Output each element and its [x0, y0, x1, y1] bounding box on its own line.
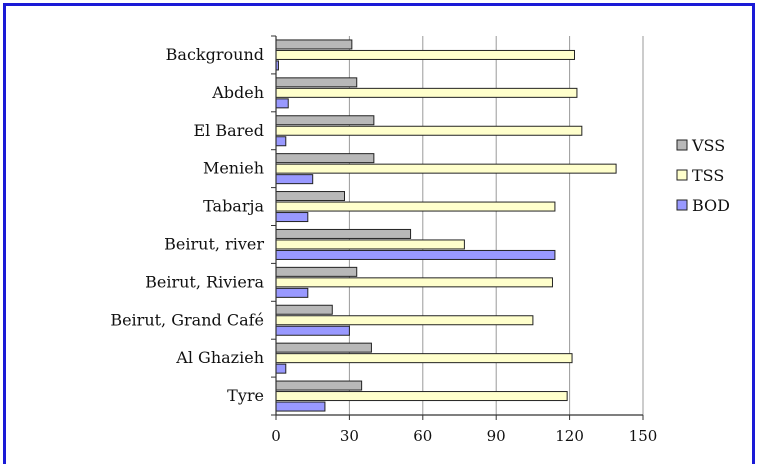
category-label: Beirut, Riviera: [145, 272, 264, 291]
bar-vss: [275, 39, 353, 50]
bar-vss: [275, 115, 375, 126]
bar-tss: [275, 49, 575, 60]
bar-tss: [275, 87, 578, 98]
bars: [275, 39, 617, 412]
category-label: Beirut, Grand Café: [110, 310, 264, 329]
bar-tss: [275, 239, 465, 250]
legend-swatch-tss: [676, 169, 688, 181]
bar-bod: [275, 287, 309, 298]
legend-swatch-bod: [676, 199, 688, 211]
bar-bod: [275, 212, 309, 223]
bar-bod: [275, 136, 287, 147]
category-label: Beirut, river: [164, 234, 264, 253]
bar-tss: [275, 277, 553, 288]
bar-vss: [275, 228, 412, 239]
axes: [271, 35, 644, 420]
x-tick-label: 60: [413, 427, 432, 445]
bar-tss: [275, 201, 556, 212]
bar-tss: [275, 391, 568, 402]
bar-bod: [275, 174, 314, 185]
bar-vss: [275, 304, 333, 315]
bar-tss: [275, 315, 534, 326]
category-label: Al Ghazieh: [175, 348, 264, 367]
bar-tss: [275, 163, 617, 174]
bar-vss: [275, 380, 363, 391]
tick-labels: 0 30 60 90 120 150: [271, 427, 657, 445]
category-label: Tabarja: [203, 197, 264, 216]
bar-bod: [275, 363, 287, 374]
x-tick-label: 0: [271, 427, 281, 445]
x-tick-label: 120: [555, 427, 584, 445]
legend-label-tss: TSS: [692, 166, 724, 185]
category-labels: Background Abdeh El Bared Menieh Tabarja Beir…: [110, 45, 264, 405]
legend: VSS TSS BOD: [676, 136, 730, 215]
x-tick-label: 30: [340, 427, 359, 445]
category-label: El Bared: [193, 121, 264, 140]
legend-label-vss: VSS: [691, 136, 725, 155]
bar-vss: [275, 153, 375, 164]
bar-bod: [275, 401, 326, 412]
category-label: Abdeh: [211, 83, 264, 102]
category-label: Background: [166, 45, 264, 64]
bar-bod: [275, 249, 556, 260]
bar-vss: [275, 191, 346, 202]
x-tick-label: 150: [629, 427, 658, 445]
category-label: Menieh: [203, 159, 264, 178]
chart-frame: Background Abdeh El Bared Menieh Tabarja Beir…: [3, 3, 755, 464]
bar-bod: [275, 325, 350, 336]
bar-tss: [275, 125, 583, 136]
bar-vss: [275, 266, 358, 277]
x-tick-label: 90: [487, 427, 506, 445]
bar-vss: [275, 342, 372, 353]
category-label: Tyre: [227, 386, 264, 405]
legend-label-bod: BOD: [692, 196, 730, 215]
bar-tss: [275, 353, 573, 364]
legend-swatch-vss: [676, 139, 688, 151]
bar-vss: [275, 77, 358, 88]
bar-chart: Background Abdeh El Bared Menieh Tabarja Beir…: [110, 35, 730, 445]
bar-bod: [275, 98, 289, 109]
